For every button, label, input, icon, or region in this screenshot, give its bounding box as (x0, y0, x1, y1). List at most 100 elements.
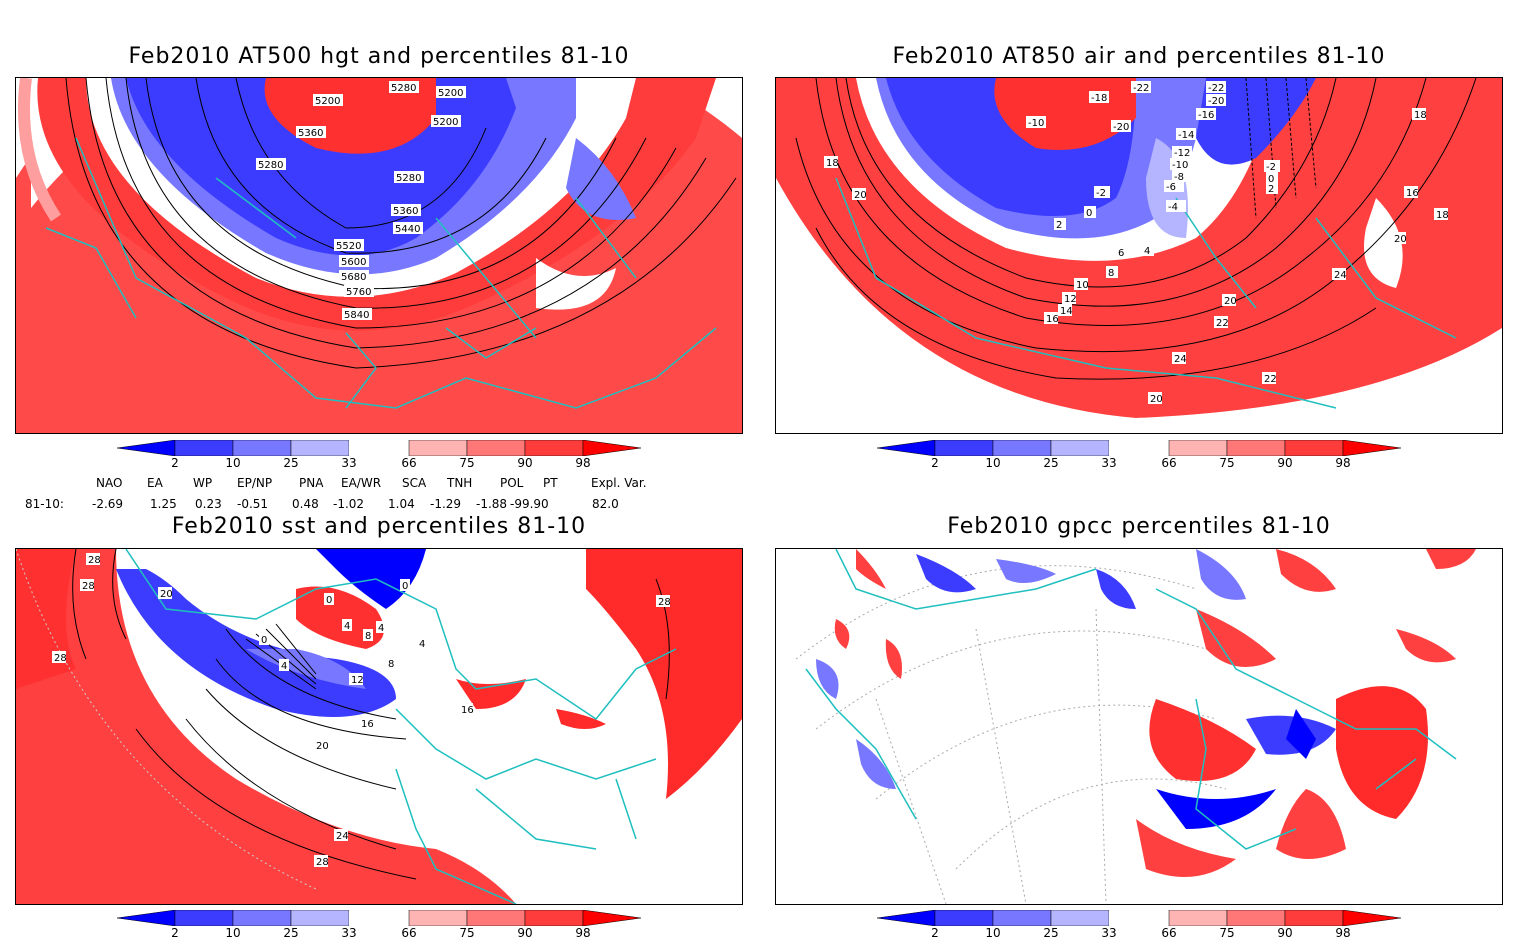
svg-text:-14: -14 (1178, 130, 1194, 141)
svg-text:20: 20 (316, 741, 329, 752)
colorbar-tick: 75 (459, 456, 475, 470)
svg-text:-4: -4 (1168, 202, 1178, 213)
colorbar-swatches (876, 909, 1402, 927)
svg-text:0: 0 (402, 581, 408, 592)
svg-text:-22: -22 (1208, 83, 1224, 94)
svg-text:0: 0 (326, 595, 332, 606)
index-header: PT (543, 476, 558, 490)
svg-text:5840: 5840 (344, 310, 369, 321)
colorbar-tick: 75 (459, 926, 475, 940)
colorbar-tick: 25 (1043, 456, 1059, 470)
colorbar-sst: 2 10 25 33 66 75 90 98 (116, 909, 647, 950)
svg-text:5200: 5200 (438, 88, 463, 99)
svg-text:-8: -8 (1174, 172, 1184, 183)
index-header: EP/NP (237, 476, 273, 490)
map-panel-gpcc (775, 548, 1503, 905)
svg-text:5280: 5280 (396, 173, 421, 184)
index-value: -99.90 (510, 497, 549, 511)
svg-text:12: 12 (351, 675, 364, 686)
index-header: EA (147, 476, 163, 490)
svg-text:24: 24 (1174, 354, 1187, 365)
colorbar-tick: 90 (1277, 926, 1293, 940)
svg-text:-20: -20 (1113, 122, 1129, 133)
svg-text:22: 22 (1264, 374, 1277, 385)
svg-text:28: 28 (88, 555, 101, 566)
panel-title-gpcc: Feb2010 gpcc percentiles 81-10 (947, 514, 1331, 539)
colorbar-hgt: 2 10 25 33 66 75 90 98 (116, 439, 647, 480)
colorbar-tick: 33 (341, 926, 357, 940)
svg-text:20: 20 (1224, 296, 1237, 307)
svg-text:24: 24 (1334, 270, 1347, 281)
svg-text:16: 16 (1406, 188, 1419, 199)
colorbar-tick: 10 (985, 926, 1001, 940)
svg-text:28: 28 (316, 857, 329, 868)
svg-text:22: 22 (1216, 318, 1229, 329)
svg-text:8: 8 (365, 631, 371, 642)
svg-text:0: 0 (261, 635, 267, 646)
colorbar-tick: 2 (931, 926, 939, 940)
svg-text:8: 8 (388, 659, 394, 670)
svg-text:4: 4 (419, 639, 425, 650)
colorbar-tick: 33 (1101, 456, 1117, 470)
svg-text:20: 20 (854, 190, 867, 201)
colorbar-tick: 90 (517, 926, 533, 940)
map-panel-hgt: 5200 5280 5200 5200 5360 5280 5280 5360 … (15, 77, 743, 434)
svg-text:28: 28 (54, 653, 67, 664)
svg-text:6: 6 (1118, 248, 1124, 259)
index-header: TNH (447, 476, 473, 490)
colorbar-swatches (116, 909, 642, 927)
svg-text:5200: 5200 (433, 117, 458, 128)
svg-text:2: 2 (1056, 220, 1062, 231)
index-header: PNA (299, 476, 324, 490)
colorbar-tick: 33 (341, 456, 357, 470)
colorbar-tick: 10 (225, 926, 241, 940)
svg-text:4: 4 (1144, 246, 1150, 257)
svg-text:-6: -6 (1166, 182, 1176, 193)
svg-text:0: 0 (1268, 174, 1274, 185)
svg-text:5280: 5280 (258, 160, 283, 171)
colorbar-tick: 2 (171, 926, 179, 940)
map-panel-sst: 28 28 28 20 0 4 4 8 0 4 8 12 16 20 24 28… (15, 548, 743, 905)
index-value: 1.25 (150, 497, 177, 511)
index-value: -1.29 (430, 497, 462, 511)
panel-title-air: Feb2010 AT850 air and percentiles 81-10 (892, 44, 1386, 69)
svg-text:10: 10 (1076, 280, 1089, 291)
svg-text:12: 12 (1064, 294, 1077, 305)
svg-text:16: 16 (361, 719, 374, 730)
svg-text:5600: 5600 (341, 257, 366, 268)
svg-text:5360: 5360 (298, 128, 323, 139)
svg-text:-22: -22 (1133, 83, 1149, 94)
colorbar-swatches (116, 439, 642, 457)
svg-text:-2: -2 (1266, 162, 1276, 173)
index-value: -1.88 (476, 497, 508, 511)
svg-text:4: 4 (378, 623, 384, 634)
svg-text:-20: -20 (1208, 96, 1224, 107)
map-panel-air: -22 -22 -18 -20 -10 -20 -16 -14 -12 -10 … (775, 77, 1503, 434)
svg-text:5680: 5680 (341, 272, 366, 283)
index-header: NAO (96, 476, 123, 490)
svg-text:2: 2 (1268, 184, 1274, 195)
svg-text:-18: -18 (1091, 93, 1107, 104)
index-header: WP (193, 476, 213, 490)
svg-text:-10: -10 (1172, 160, 1188, 171)
panel-title-sst: Feb2010 sst and percentiles 81-10 (171, 514, 587, 539)
index-value: 0.23 (195, 497, 222, 511)
index-value: -2.69 (92, 497, 124, 511)
colorbar-tick: 66 (1161, 456, 1177, 470)
index-value: -1.02 (333, 497, 365, 511)
svg-text:5200: 5200 (315, 96, 340, 107)
colorbar-tick: 98 (575, 456, 591, 470)
svg-text:8: 8 (1108, 268, 1114, 279)
svg-text:20: 20 (1150, 394, 1163, 405)
colorbar-tick: 75 (1219, 456, 1235, 470)
svg-text:18: 18 (1436, 210, 1449, 221)
colorbar-tick: 10 (225, 456, 241, 470)
svg-text:18: 18 (1414, 110, 1427, 121)
svg-text:20: 20 (1394, 234, 1407, 245)
svg-text:-2: -2 (1096, 188, 1106, 199)
svg-text:-16: -16 (1198, 110, 1214, 121)
svg-text:4: 4 (281, 661, 287, 672)
svg-text:28: 28 (82, 581, 95, 592)
index-value: 0.48 (292, 497, 319, 511)
panel-title-hgt: Feb2010 AT500 hgt and percentiles 81-10 (128, 44, 630, 69)
